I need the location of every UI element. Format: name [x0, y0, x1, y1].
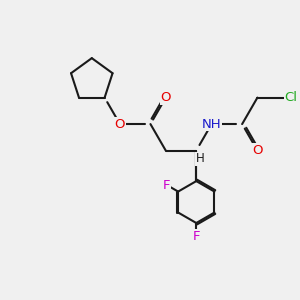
Text: F: F — [193, 230, 200, 243]
Text: O: O — [115, 118, 125, 130]
Text: NH: NH — [202, 118, 221, 130]
Text: F: F — [163, 178, 171, 191]
Text: H: H — [195, 152, 204, 165]
Text: O: O — [252, 144, 263, 157]
Text: O: O — [160, 91, 171, 104]
Text: Cl: Cl — [284, 91, 297, 104]
